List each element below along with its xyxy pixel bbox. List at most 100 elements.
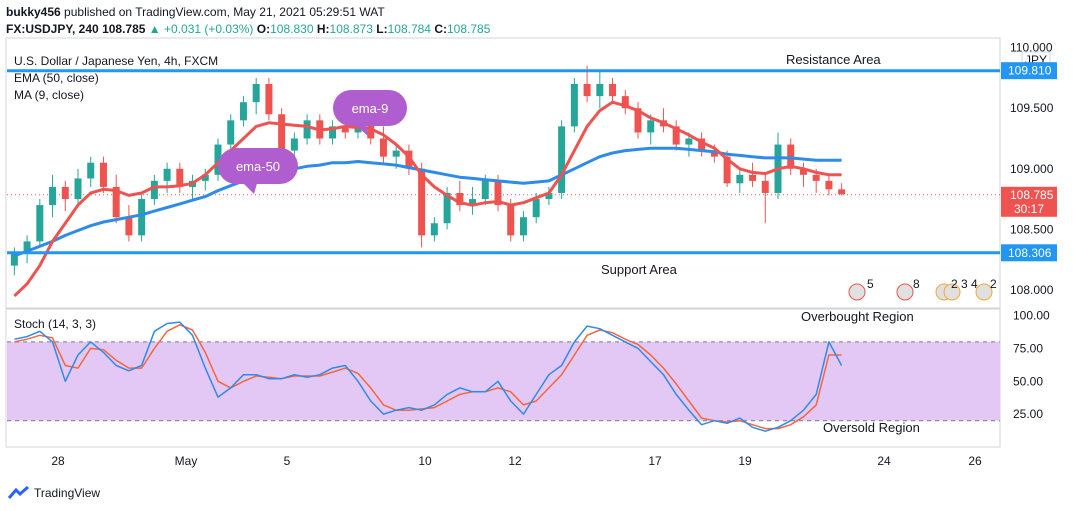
time-tick-label: 17 <box>648 454 662 468</box>
event-count: 2 3 4 <box>951 277 978 291</box>
candle-body <box>176 168 184 187</box>
candle-body <box>698 138 706 151</box>
resistance-label: Resistance Area <box>786 52 881 67</box>
time-tick-label: 19 <box>738 454 752 468</box>
candle-body <box>672 126 680 145</box>
flag-icon[interactable] <box>975 283 993 301</box>
last-price: 108.785 <box>102 22 146 36</box>
candle-body <box>418 168 426 236</box>
candle-body <box>583 84 591 97</box>
candle-body <box>23 241 31 254</box>
candle-body <box>405 150 413 169</box>
published-text: published on TradingView.com, May 21, 20… <box>64 5 385 19</box>
time-tick-label: 12 <box>508 454 522 468</box>
symbol-label: FX:USDJPY, 240 <box>6 22 99 36</box>
candle-body <box>749 174 757 181</box>
ema-legend: EMA (50, close) <box>14 71 99 85</box>
candle-body <box>61 186 69 200</box>
candle-body <box>329 126 337 139</box>
candle-body <box>278 114 286 151</box>
candle-body <box>150 180 158 200</box>
candle-body <box>799 168 807 175</box>
ema50-line <box>13 146 842 258</box>
ema9-bubble-text: ema-9 <box>352 101 389 116</box>
candle-body <box>481 180 489 200</box>
countdown-text: 30:17 <box>1014 202 1044 216</box>
candle-body <box>163 168 171 181</box>
candle-body <box>494 180 502 206</box>
overbought-label: Overbought Region <box>801 309 914 324</box>
candle-body <box>812 174 820 181</box>
time-axis[interactable]: 28 May 5 10 12 17 19 24 26 <box>51 454 982 468</box>
ema9-callout: ema-9 <box>333 90 407 136</box>
ema50-callout: ema-50 <box>218 148 298 194</box>
time-tick-label: May <box>175 454 198 468</box>
low-value: 108.784 <box>387 22 431 36</box>
candle-body <box>214 144 222 175</box>
oversold-label: Oversold Region <box>823 420 920 435</box>
time-tick-label: 10 <box>418 454 432 468</box>
event-markers[interactable]: 5 8 2 3 4 2 <box>848 277 997 301</box>
price-tick-label: 108.000 <box>1010 283 1054 297</box>
candle-body <box>838 189 846 195</box>
candle-body <box>558 126 566 193</box>
candle-body <box>392 150 400 157</box>
candle-body <box>596 84 604 97</box>
resistance-tag: 109.810 <box>1001 62 1057 80</box>
open-label: O: <box>256 22 271 36</box>
resistance-tag-text: 109.810 <box>1008 64 1052 78</box>
stoch-tick-label: 50.00 <box>1013 374 1043 388</box>
price-pane <box>5 37 1001 309</box>
price-tick-label: 108.500 <box>1010 222 1054 236</box>
time-tick-label: 24 <box>877 454 891 468</box>
candle-body <box>609 84 617 97</box>
price-axis[interactable]: 108.000 108.500 109.000 109.500 110.000 <box>1010 41 1054 297</box>
candle-body <box>456 192 464 206</box>
close-label: C: <box>434 22 447 36</box>
time-tick-label: 5 <box>284 454 291 468</box>
time-tick-label: 26 <box>968 454 982 468</box>
flag-icon[interactable] <box>848 283 866 301</box>
candle-body <box>430 223 438 236</box>
stoch-band <box>7 341 1000 421</box>
candle-body <box>532 199 540 218</box>
last-price-tag-text: 108.785 <box>1010 188 1054 202</box>
candle-body <box>303 120 311 139</box>
candle-body <box>201 174 209 181</box>
stoch-legend: Stoch (14, 3, 3) <box>14 317 96 331</box>
indicator-lines <box>13 100 843 432</box>
candle-body <box>252 84 260 103</box>
ohlc-line: FX:USDJPY, 240 108.785 ▲ +0.031 (+0.03%)… <box>6 22 490 36</box>
candle-body <box>341 126 349 133</box>
last-price-tag: 108.785 30:17 <box>1001 186 1057 217</box>
candle-body <box>469 199 477 206</box>
flag-icon[interactable] <box>896 283 914 301</box>
candle-body <box>443 192 451 224</box>
candle-body <box>545 192 553 200</box>
stoch-axis[interactable]: 25.00 50.00 75.00 100.00 <box>1013 309 1050 422</box>
price-tick-label: 109.500 <box>1010 101 1054 115</box>
candle-body <box>138 199 146 236</box>
candle-body <box>74 178 82 200</box>
ma-legend: MA (9, close) <box>14 88 84 102</box>
candle-body <box>10 253 18 266</box>
publisher-name: bukky456 <box>6 5 61 19</box>
open-value: 108.830 <box>270 22 314 36</box>
candle-body <box>227 120 235 145</box>
candle-body <box>36 205 44 242</box>
footer-brand[interactable]: TradingView <box>8 486 100 500</box>
low-label: L: <box>376 22 388 36</box>
high-label: H: <box>316 22 330 36</box>
support-tag-text: 108.306 <box>1008 246 1052 260</box>
price-tick-label: 110.000 <box>1010 41 1053 55</box>
stoch-tick-label: 100.00 <box>1013 309 1050 323</box>
candle-body <box>761 180 769 193</box>
candle-body <box>723 156 731 184</box>
candle-body <box>49 186 57 206</box>
candle-body <box>507 205 515 236</box>
flag-icon[interactable] <box>943 283 961 301</box>
candle-body <box>519 217 527 236</box>
stoch-tick-label: 75.00 <box>1013 341 1043 355</box>
candle-body <box>736 174 744 184</box>
